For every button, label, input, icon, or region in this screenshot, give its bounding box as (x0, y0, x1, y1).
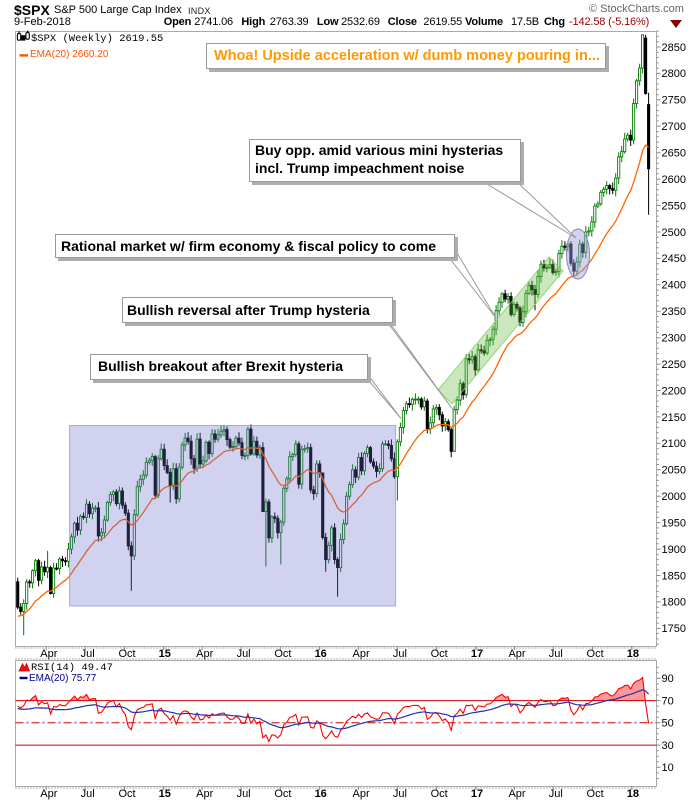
svg-text:Oct: Oct (274, 648, 291, 660)
svg-text:2500: 2500 (662, 227, 686, 239)
svg-text:2250: 2250 (662, 359, 686, 371)
svg-text:2200: 2200 (662, 385, 686, 397)
svg-text:2350: 2350 (662, 306, 686, 318)
svg-text:Jul: Jul (237, 648, 251, 660)
svg-text:2800: 2800 (662, 68, 686, 80)
svg-text:18: 18 (627, 788, 639, 800)
svg-text:2000: 2000 (662, 491, 686, 503)
svg-text:2550: 2550 (662, 200, 686, 212)
svg-text:1900: 1900 (662, 544, 686, 556)
svg-text:2600: 2600 (662, 174, 686, 186)
svg-text:2100: 2100 (662, 438, 686, 450)
svg-text:17: 17 (471, 648, 483, 660)
svg-text:2150: 2150 (662, 412, 686, 424)
svg-text:10: 10 (662, 762, 674, 774)
svg-text:1950: 1950 (662, 517, 686, 529)
svg-text:Jul: Jul (549, 648, 563, 660)
svg-text:2300: 2300 (662, 333, 686, 345)
svg-text:2750: 2750 (662, 95, 686, 107)
svg-text:Jul: Jul (393, 648, 407, 660)
svg-text:Oct: Oct (431, 788, 448, 800)
svg-text:15: 15 (159, 648, 171, 660)
svg-text:18: 18 (627, 648, 639, 660)
svg-text:Oct: Oct (118, 648, 135, 660)
svg-text:50: 50 (662, 718, 674, 730)
svg-text:1800: 1800 (662, 597, 686, 609)
svg-text:16: 16 (315, 788, 327, 800)
svg-text:1850: 1850 (662, 570, 686, 582)
svg-text:Apr: Apr (40, 788, 57, 800)
svg-text:2050: 2050 (662, 465, 686, 477)
svg-text:Apr: Apr (353, 788, 370, 800)
svg-text:1750: 1750 (662, 623, 686, 635)
svg-text:Apr: Apr (508, 788, 525, 800)
svg-text:Apr: Apr (353, 648, 370, 660)
svg-text:Apr: Apr (196, 788, 213, 800)
svg-text:Jul: Jul (549, 788, 563, 800)
svg-text:30: 30 (662, 740, 674, 752)
svg-text:Oct: Oct (587, 788, 604, 800)
svg-text:Oct: Oct (274, 788, 291, 800)
svg-text:Oct: Oct (431, 648, 448, 660)
svg-text:2450: 2450 (662, 253, 686, 265)
svg-text:Jul: Jul (393, 788, 407, 800)
svg-text:Apr: Apr (40, 648, 57, 660)
svg-text:Jul: Jul (81, 648, 95, 660)
svg-text:Jul: Jul (237, 788, 251, 800)
svg-text:2650: 2650 (662, 148, 686, 160)
svg-text:70: 70 (662, 695, 674, 707)
svg-text:16: 16 (315, 648, 327, 660)
svg-text:15: 15 (159, 788, 171, 800)
svg-text:Apr: Apr (196, 648, 213, 660)
svg-text:Jul: Jul (81, 788, 95, 800)
svg-text:2400: 2400 (662, 280, 686, 292)
svg-text:90: 90 (662, 673, 674, 685)
svg-text:Oct: Oct (118, 788, 135, 800)
svg-text:2850: 2850 (662, 42, 686, 54)
svg-text:Oct: Oct (587, 648, 604, 660)
svg-text:17: 17 (471, 788, 483, 800)
svg-text:Apr: Apr (508, 648, 525, 660)
svg-text:2700: 2700 (662, 121, 686, 133)
